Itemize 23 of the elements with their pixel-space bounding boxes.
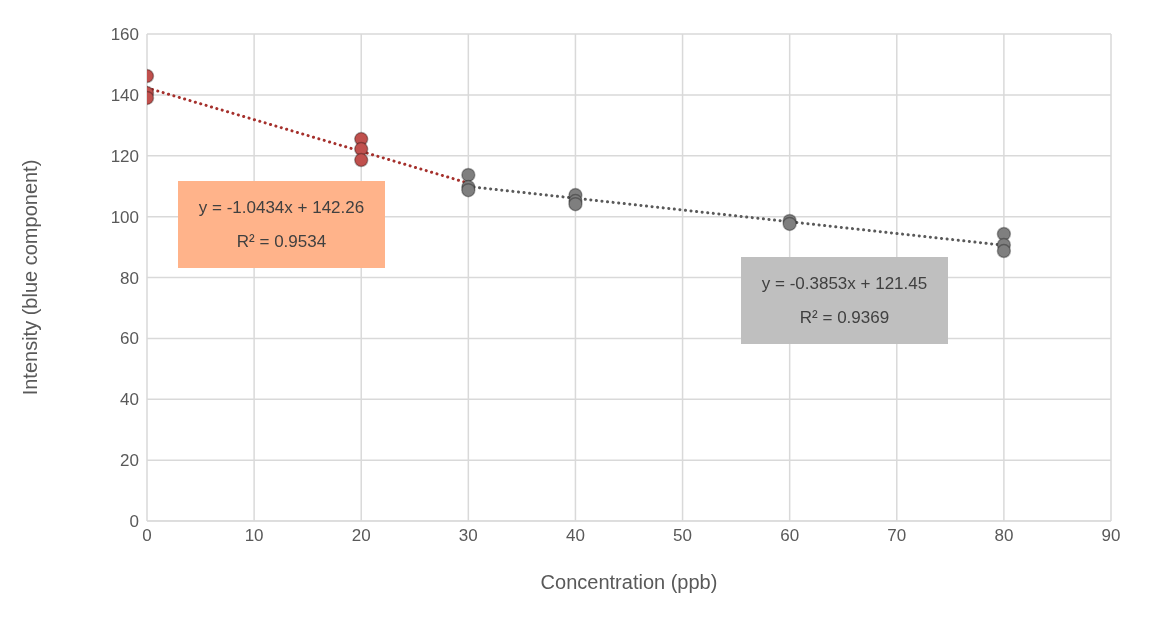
- y-tick-label: 120: [110, 146, 139, 166]
- y-tick-label: 40: [120, 390, 139, 410]
- x-tick-label: 70: [887, 526, 907, 546]
- y-tick-label: 80: [120, 268, 139, 288]
- y-tick-label: 0: [129, 512, 139, 532]
- x-tick-label: 90: [1101, 526, 1121, 546]
- x-tick-label: 10: [244, 526, 264, 546]
- y-tick-label: 140: [110, 85, 139, 105]
- x-tick-label: 40: [565, 526, 585, 546]
- y-tick-label: 100: [110, 207, 139, 227]
- y-axis-title: Intensity (blue component): [19, 159, 42, 396]
- annotation: y = -1.0434x + 142.26 R² = 0.9534: [198, 197, 365, 252]
- x-tick-label: 30: [458, 526, 478, 546]
- x-tick-label: 60: [780, 526, 800, 546]
- annotation: y = -0.3853x + 121.45 R² = 0.9369: [761, 273, 928, 328]
- y-tick-label: 60: [120, 329, 139, 349]
- x-tick-label: 20: [351, 526, 371, 546]
- x-axis-title: Concentration (ppb): [540, 571, 718, 593]
- x-tick-label: 0: [142, 526, 152, 546]
- x-tick-label: 50: [673, 526, 693, 546]
- y-tick-label: 20: [120, 451, 139, 471]
- x-tick-label: 80: [994, 526, 1014, 546]
- y-tick-label: 160: [110, 25, 139, 45]
